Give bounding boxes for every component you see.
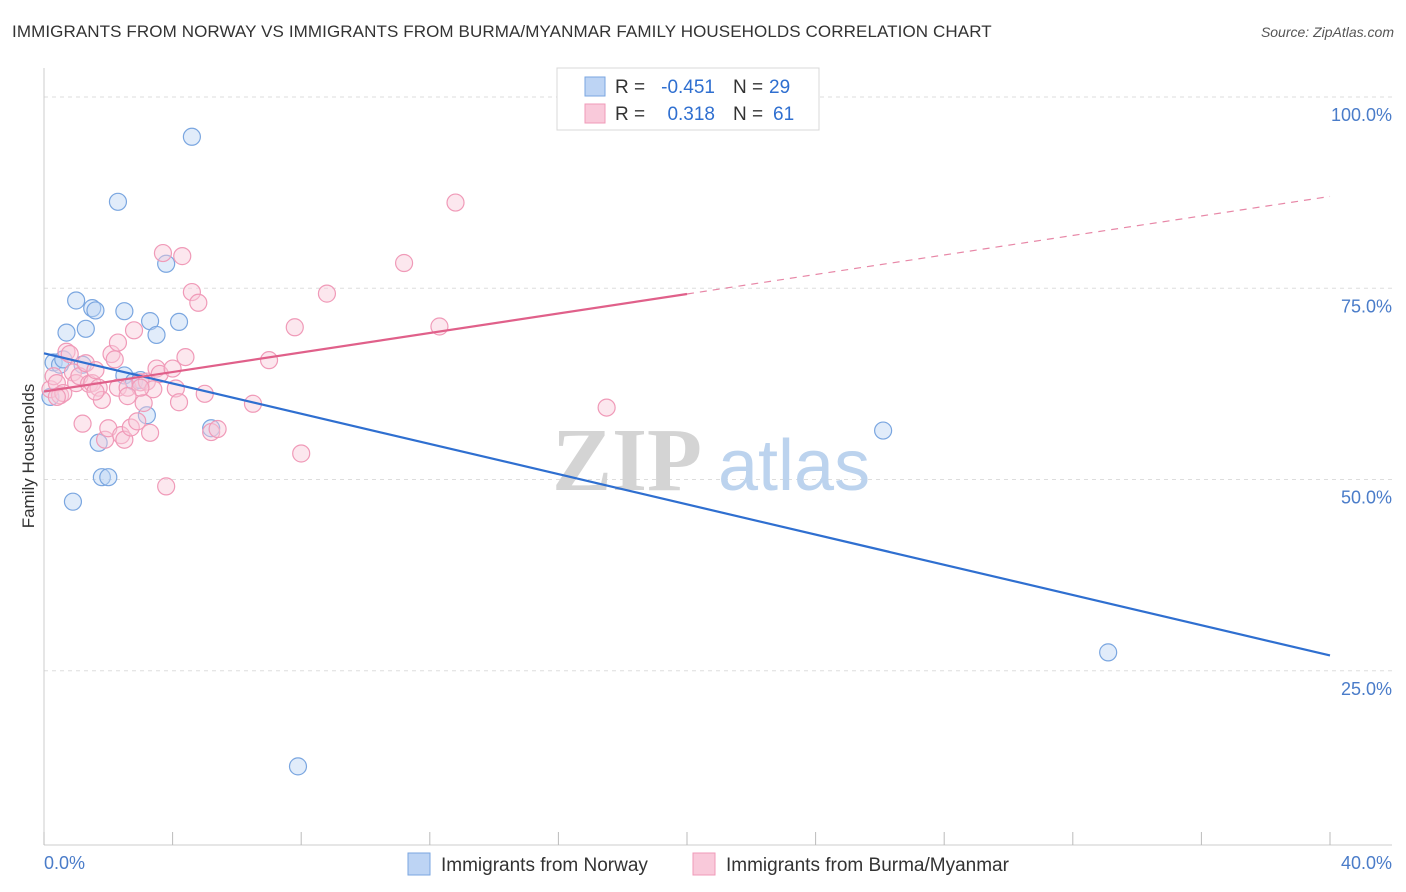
point-norway: [86, 301, 105, 320]
bottom-legend-label-norway: Immigrants from Norway: [441, 855, 648, 876]
point-norway: [99, 468, 118, 487]
y-tick-labels: 25.0% 50.0% 75.0% 100.0%: [1331, 105, 1392, 699]
point-burma: [173, 247, 192, 266]
point-burma: [189, 293, 208, 312]
y-tick-label: 50.0%: [1341, 488, 1392, 508]
x-tick-label-max: 40.0%: [1341, 853, 1392, 873]
point-norway: [92, 468, 111, 487]
point-norway: [57, 323, 76, 342]
watermark-zip: ZIP: [552, 411, 702, 510]
point-burma: [73, 414, 92, 433]
bottom-legend-swatch-norway: [407, 852, 431, 876]
point-burma: [131, 378, 150, 397]
point-burma: [208, 419, 227, 439]
watermark-atlas: atlas: [718, 426, 870, 506]
point-burma: [140, 423, 160, 442]
point-norway: [202, 419, 221, 438]
x-axis-ticks: [43, 832, 1331, 845]
point-norway: [1099, 643, 1118, 662]
bottom-legend-swatch-burma: [692, 852, 716, 876]
point-burma: [169, 393, 189, 412]
point-norway: [83, 299, 102, 318]
point-burma: [446, 193, 465, 212]
x-tick-label-min: 0.0%: [44, 853, 85, 873]
point-burma: [108, 333, 128, 352]
legend-r-label-burma: R =: [615, 104, 645, 125]
point-burma: [292, 444, 311, 463]
point-norway: [874, 421, 893, 440]
stats-legend: R = -0.451 N = 29 R = 0.318 N = 61: [556, 67, 820, 131]
point-burma: [597, 398, 616, 417]
legend-n-label-norway: N =: [733, 77, 763, 98]
point-burma: [394, 253, 414, 273]
trend-lines: [43, 195, 1331, 657]
point-burma: [102, 344, 121, 364]
point-norway: [147, 325, 166, 345]
point-burma: [317, 284, 337, 303]
point-burma: [57, 342, 76, 361]
trend-line-norway: [43, 352, 1331, 657]
legend-swatch-burma: [584, 103, 606, 124]
y-tick-label: 100.0%: [1331, 105, 1392, 125]
point-burma: [134, 393, 153, 413]
y-tick-label: 75.0%: [1341, 296, 1392, 316]
trend-line-burma: [43, 292, 688, 393]
watermark: ZIP atlas: [552, 411, 870, 510]
point-norway: [76, 319, 95, 338]
y-axis-label: Family Households: [19, 384, 38, 529]
point-burma: [195, 384, 214, 403]
legend-n-value-norway: 29: [769, 77, 790, 98]
point-burma: [124, 321, 144, 340]
point-norway: [157, 254, 176, 273]
legend-r-label-norway: R =: [615, 77, 645, 98]
point-burma: [176, 348, 195, 367]
point-burma: [259, 351, 279, 370]
bottom-legend-label-burma: Immigrants from Burma/Myanmar: [726, 855, 1010, 876]
point-burma: [118, 387, 137, 406]
legend-r-value-burma: 0.318: [667, 104, 715, 125]
point-norway: [115, 302, 134, 321]
legend-n-label-burma: N =: [733, 104, 763, 125]
series-burma-points: [41, 193, 616, 496]
point-burma: [105, 350, 124, 369]
point-norway: [67, 291, 86, 310]
legend-r-value-norway: -0.451: [661, 77, 715, 98]
point-norway: [288, 757, 308, 776]
legend-swatch-norway: [584, 76, 606, 97]
gridlines: [44, 96, 1392, 672]
point-burma: [157, 477, 176, 496]
point-norway: [182, 127, 201, 146]
point-norway: [63, 492, 83, 511]
chart-title: IMMIGRANTS FROM NORWAY VS IMMIGRANTS FRO…: [12, 22, 992, 41]
point-burma: [153, 243, 173, 263]
source-label: Source: ZipAtlas.com: [1260, 24, 1394, 40]
legend-n-value-burma: 61: [773, 104, 794, 125]
y-tick-label: 25.0%: [1341, 679, 1392, 699]
series-legend: Immigrants from Norway Immigrants from B…: [407, 852, 1010, 876]
point-burma: [285, 318, 304, 337]
point-norway: [169, 312, 189, 332]
point-burma: [128, 412, 147, 431]
point-norway: [108, 192, 128, 211]
point-burma: [47, 387, 66, 406]
trend-line-burma-extension: [686, 195, 1331, 295]
point-burma: [182, 282, 201, 302]
